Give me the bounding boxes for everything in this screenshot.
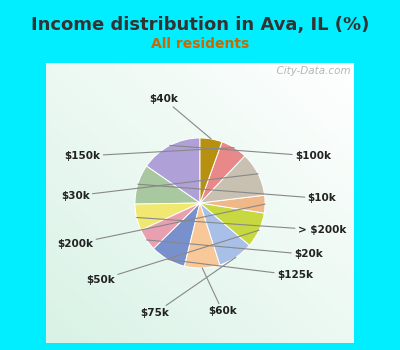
- Text: > $200k: > $200k: [136, 217, 346, 235]
- Text: $100k: $100k: [170, 145, 331, 161]
- Wedge shape: [141, 203, 200, 248]
- Text: All residents: All residents: [151, 37, 249, 51]
- Wedge shape: [200, 142, 245, 203]
- Text: $150k: $150k: [64, 148, 234, 161]
- Wedge shape: [154, 203, 200, 266]
- Text: $20k: $20k: [146, 240, 323, 259]
- Wedge shape: [135, 166, 200, 204]
- Wedge shape: [135, 203, 200, 230]
- Text: $10k: $10k: [138, 184, 336, 203]
- Text: $30k: $30k: [61, 174, 258, 201]
- Wedge shape: [200, 195, 265, 213]
- Text: City-Data.com: City-Data.com: [270, 66, 350, 76]
- Text: $200k: $200k: [57, 204, 265, 248]
- Wedge shape: [184, 203, 220, 268]
- Wedge shape: [146, 138, 200, 203]
- Wedge shape: [200, 203, 264, 245]
- Wedge shape: [200, 138, 222, 203]
- Wedge shape: [200, 156, 264, 203]
- Text: $75k: $75k: [140, 257, 236, 318]
- Text: $60k: $60k: [202, 268, 237, 316]
- Text: $40k: $40k: [150, 94, 211, 139]
- Text: Income distribution in Ava, IL (%): Income distribution in Ava, IL (%): [31, 16, 369, 34]
- Text: $50k: $50k: [86, 230, 259, 285]
- Wedge shape: [200, 203, 250, 265]
- Text: $125k: $125k: [168, 259, 313, 280]
